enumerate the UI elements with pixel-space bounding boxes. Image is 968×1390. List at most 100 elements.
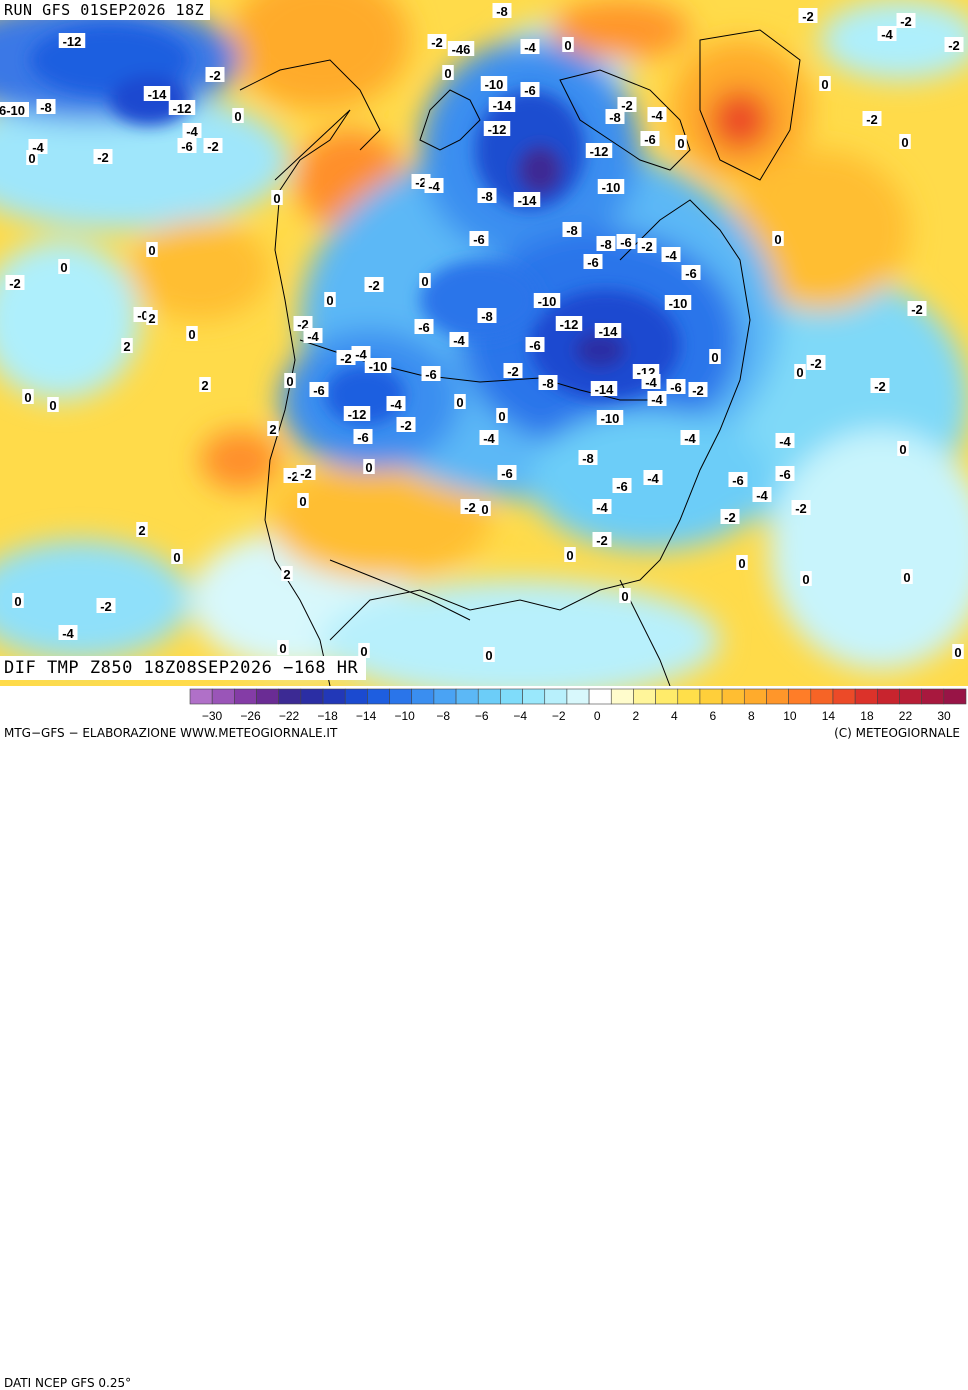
anomaly-label-text: -4 (645, 375, 657, 390)
legend-swatch (411, 688, 435, 705)
anomaly-label-text: 0 (28, 151, 35, 166)
anomaly-label: -6 (640, 131, 660, 147)
anomaly-label-text: -6 (501, 466, 513, 481)
anomaly-label-text: 0 (279, 641, 286, 656)
anomaly-label-text: -6 (425, 367, 437, 382)
anomaly-label: 0 (171, 549, 183, 565)
anomaly-label: -6 (583, 254, 603, 270)
legend-swatch (854, 688, 878, 705)
legend-swatch (189, 688, 213, 705)
anomaly-label-text: -6 (644, 132, 656, 147)
anomaly-label-text: 2 (148, 311, 155, 326)
footer-copyright: (C) METEOGIORNALE (834, 726, 960, 740)
anomaly-label-text: -4 (483, 431, 495, 446)
legend-swatch (211, 688, 235, 705)
anomaly-label-text: -12 (173, 101, 192, 116)
anomaly-label-text: -2 (621, 98, 633, 113)
anomaly-label-text: -8 (582, 451, 594, 466)
anomaly-label: -4 (449, 332, 469, 348)
anomaly-label: -2 (791, 500, 811, 516)
anomaly-label: 0 (564, 547, 576, 563)
legend-tick-label: 0 (594, 709, 601, 723)
legend-tick-label: 8 (748, 709, 755, 723)
anomaly-label-text: 0 (485, 648, 492, 663)
legend-tick-label: 22 (899, 709, 913, 723)
anomaly-label-text: 0 (903, 570, 910, 585)
anomaly-label: 0 (419, 273, 431, 289)
anomaly-label: -2 (503, 363, 523, 379)
anomaly-label: -4 (752, 487, 772, 503)
anomaly-label: 0 (47, 397, 59, 413)
anomaly-label-text: 0 (621, 589, 628, 604)
anomaly-label-text: 0 (954, 645, 961, 660)
legend-swatch (522, 688, 546, 705)
anomaly-label-text: -6 (620, 235, 632, 250)
anomaly-label: -4 (680, 430, 700, 446)
anomaly-label: -8 (605, 109, 625, 125)
anomaly-label-text: -2 (724, 510, 736, 525)
anomaly-label-text: 2 (138, 523, 145, 538)
anomaly-label-text: -4 (684, 431, 696, 446)
anomaly-label-text: -10 (485, 77, 504, 92)
legend-swatch (766, 688, 789, 705)
legend-tick-label: −2 (552, 709, 566, 723)
legend-swatch (699, 688, 723, 705)
anomaly-label: -8 (36, 99, 56, 115)
anomaly-label-text: -8 (609, 110, 621, 125)
anomaly-label-text: 0 (901, 135, 908, 150)
anomaly-label-text: 0 (60, 260, 67, 275)
anomaly-label-text: -6 (732, 473, 744, 488)
anomaly-label: -46 (447, 41, 475, 57)
anomaly-label-text: 0 (360, 644, 367, 659)
legend-swatch (544, 688, 568, 705)
anomaly-label-text: 6-10 (0, 103, 25, 118)
anomaly-label-text: 0 (711, 350, 718, 365)
legend-tick-label: −8 (436, 709, 450, 723)
legend-swatch (367, 688, 390, 705)
anomaly-label-text: -2 (641, 239, 653, 254)
anomaly-label: -4 (641, 374, 661, 390)
anomaly-label-text: -8 (481, 309, 493, 324)
anomaly-label: 0 (496, 408, 508, 424)
anomaly-label: -4 (351, 346, 371, 362)
anomaly-label: 0 (897, 441, 909, 457)
legend-swatch (433, 688, 457, 705)
anomaly-label: -8 (578, 450, 598, 466)
anomaly-label: 2 (146, 310, 158, 326)
anomaly-label: -2 (592, 532, 612, 548)
anomaly-label-text: -6 (524, 83, 536, 98)
anomaly-label-text: -6 (473, 232, 485, 247)
anomaly-label: 0 (454, 394, 466, 410)
anomaly-label: -2 (364, 277, 384, 293)
legend-swatch (921, 688, 945, 705)
color-legend: DATI NCEP GFS 0.25° −30 −26 −22 −18 −14 −10 −8… (0, 686, 968, 1390)
legend-tick-label: 10 (783, 709, 797, 723)
anomaly-label: -6 (616, 234, 636, 250)
anomaly-label-text: -6 (181, 139, 193, 154)
legend-swatch (322, 688, 346, 705)
anomaly-label: 0 (899, 134, 911, 150)
anomaly-label: 0 (772, 231, 784, 247)
anomaly-label: 0 (324, 292, 336, 308)
anomaly-label-text: 0 (273, 191, 280, 206)
legend-swatch (389, 688, 413, 705)
anomaly-label-text: -10 (369, 359, 388, 374)
anomaly-label: -2 (637, 238, 657, 254)
anomaly-label-text: -2 (400, 418, 412, 433)
legend-swatch (477, 688, 501, 705)
legend-swatch (677, 688, 701, 705)
anomaly-label-text: -4 (186, 124, 198, 139)
legend-swatch (300, 688, 324, 705)
legend-tick-label: 18 (860, 709, 874, 723)
anomaly-label-text: -2 (368, 278, 380, 293)
anomaly-label: 0 (794, 364, 806, 380)
anomaly-label: -8 (562, 222, 582, 238)
anomaly-label: -4 (520, 39, 540, 55)
anomaly-label-text: -14 (599, 324, 619, 339)
anomaly-label: -12 (585, 143, 613, 159)
anomaly-label: 2 (121, 338, 133, 354)
anomaly-label-text: -10 (601, 411, 620, 426)
anomaly-label-text: -46 (452, 42, 471, 57)
anomaly-label-text: 0 (299, 494, 306, 509)
anomaly-label: 0 (284, 373, 296, 389)
